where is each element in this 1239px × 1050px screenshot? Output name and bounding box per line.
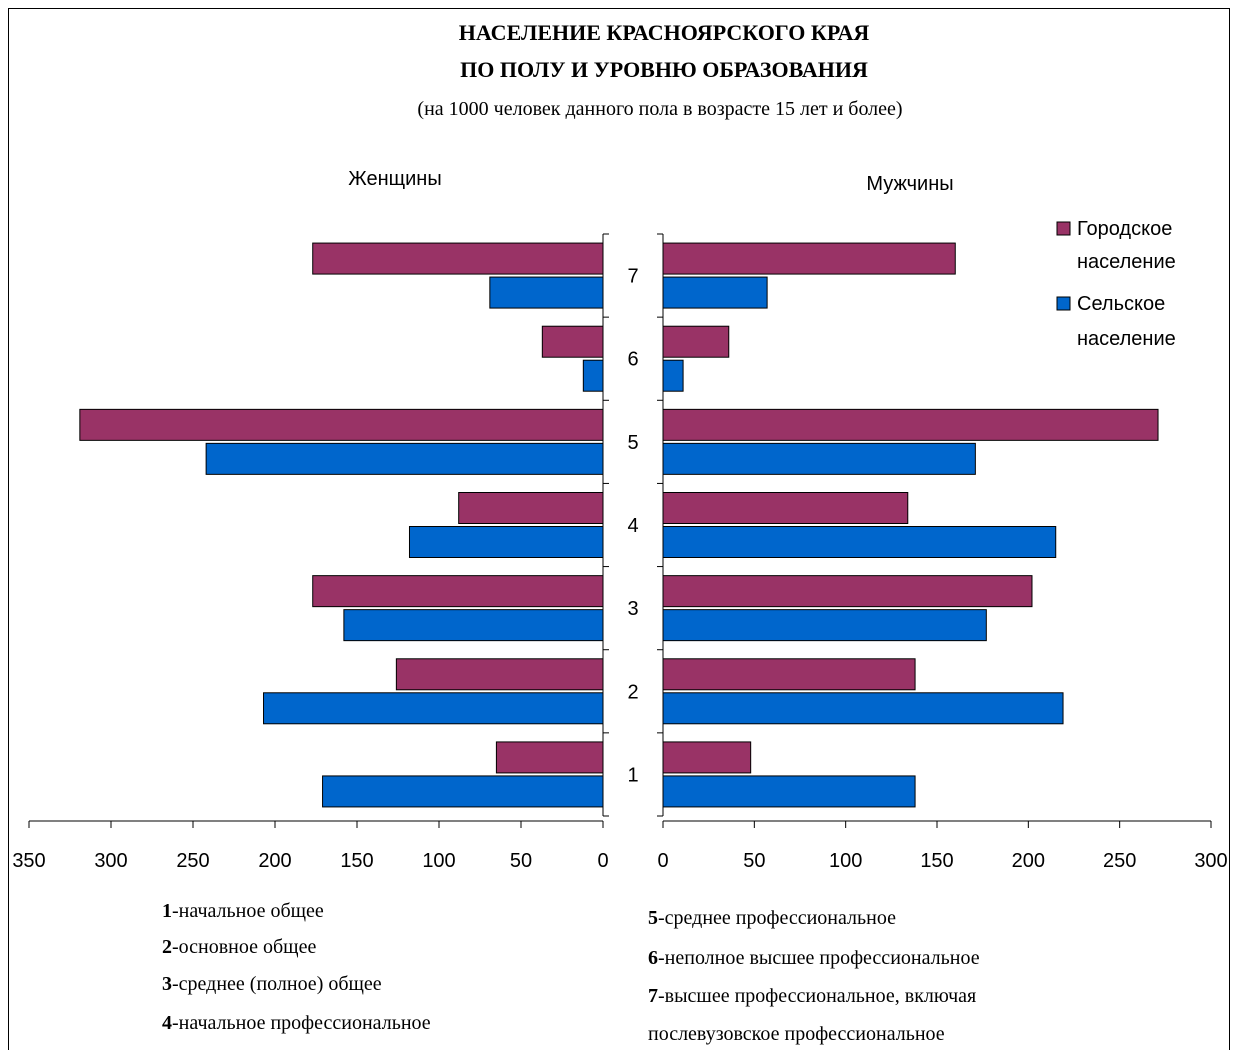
bar-women-rural-6 bbox=[582, 359, 604, 392]
bar-women-urban-6 bbox=[541, 325, 604, 358]
bar-men-rural-3 bbox=[662, 609, 987, 642]
bar-men-rural-5 bbox=[662, 442, 976, 475]
chart-frame bbox=[8, 8, 1230, 1050]
bar-men-rural-6 bbox=[662, 359, 684, 392]
bar-men-urban-6 bbox=[662, 325, 730, 358]
bar-men-urban-3 bbox=[662, 575, 1033, 608]
tick-label-men: 50 bbox=[743, 850, 765, 872]
chart-title: НАСЕЛЕНИЕ КРАСНОЯРСКОГО КРАЯ bbox=[459, 20, 870, 45]
tick-label-men: 150 bbox=[920, 850, 953, 872]
bar-women-urban-3 bbox=[312, 575, 604, 608]
bar-women-urban-5 bbox=[79, 408, 604, 441]
category-label-6: 6 bbox=[627, 349, 638, 371]
category-label-4: 4 bbox=[627, 515, 638, 537]
bars-layer bbox=[79, 242, 1159, 808]
legend-swatch-rural bbox=[1056, 296, 1071, 311]
bar-women-rural-3 bbox=[343, 609, 604, 642]
notes-right: 5-среднее профессиональное 6-неполное вы… bbox=[648, 907, 980, 1045]
tick-label-women: 100 bbox=[422, 850, 455, 872]
panel-title-women: Женщины bbox=[348, 168, 441, 190]
bar-women-urban-4 bbox=[458, 492, 604, 524]
bar-women-urban-2 bbox=[395, 658, 604, 691]
note-7: 7-высшее профессиональное, включая bbox=[648, 985, 976, 1007]
category-label-1: 1 bbox=[627, 764, 638, 786]
category-label-5: 5 bbox=[627, 432, 638, 454]
bar-men-rural-2 bbox=[662, 692, 1064, 725]
tick-label-women: 350 bbox=[12, 850, 45, 872]
note-2: 2-основное общее bbox=[162, 936, 316, 958]
bar-women-urban-7 bbox=[312, 242, 604, 275]
note-1: 1-начальное общее bbox=[162, 900, 324, 922]
category-label-2: 2 bbox=[627, 681, 638, 703]
note-7-continued: послевузовское профессиональное bbox=[648, 1023, 945, 1045]
axes-layer: 1 2 3 4 5 6 7 350 300 250 200 150 100 50 0 0 50 100 150 200… bbox=[12, 233, 1228, 872]
tick-label-men: 200 bbox=[1012, 850, 1045, 872]
bar-men-urban-1 bbox=[662, 741, 752, 774]
legend-label-urban-line2: население bbox=[1077, 251, 1176, 273]
notes-left: 1-начальное общее 2-основное общее 3-сре… bbox=[162, 900, 431, 1034]
bar-women-rural-1 bbox=[322, 775, 604, 808]
bar-men-urban-4 bbox=[662, 492, 909, 524]
bar-men-urban-5 bbox=[662, 408, 1159, 441]
tick-label-women: 0 bbox=[597, 850, 608, 872]
category-label-7: 7 bbox=[627, 266, 638, 288]
tick-label-men: 100 bbox=[829, 850, 862, 872]
bar-women-urban-1 bbox=[495, 741, 604, 774]
legend-label-rural-line2: население bbox=[1077, 328, 1176, 350]
bar-men-rural-4 bbox=[662, 526, 1057, 558]
bar-women-rural-4 bbox=[408, 526, 604, 558]
note-5: 5-среднее профессиональное bbox=[648, 907, 896, 929]
bar-women-rural-5 bbox=[205, 442, 604, 475]
legend: Городское население Сельское население bbox=[1056, 218, 1176, 350]
bar-men-urban-7 bbox=[662, 242, 956, 275]
panel-title-men: Мужчины bbox=[866, 173, 953, 195]
bar-women-rural-2 bbox=[263, 692, 604, 725]
tick-label-women: 250 bbox=[176, 850, 209, 872]
tick-label-women: 150 bbox=[340, 850, 373, 872]
bar-women-rural-7 bbox=[489, 276, 604, 309]
chart-subtitle: (на 1000 человек данного пола в возрасте… bbox=[417, 98, 902, 120]
chart-title-line2: ПО ПОЛУ И УРОВНЮ ОБРАЗОВАНИЯ bbox=[460, 57, 868, 82]
legend-label-urban-line1: Городское bbox=[1077, 218, 1172, 240]
tick-label-women: 50 bbox=[510, 850, 532, 872]
legend-label-rural-line1: Сельское bbox=[1077, 293, 1165, 315]
note-6: 6-неполное высшее профессиональное bbox=[648, 947, 980, 969]
note-4: 4-начальное профессиональное bbox=[162, 1012, 431, 1034]
tick-label-men: 250 bbox=[1103, 850, 1136, 872]
tick-label-men: 0 bbox=[657, 850, 668, 872]
category-label-3: 3 bbox=[627, 598, 638, 620]
bar-men-urban-2 bbox=[662, 658, 916, 691]
tick-label-men: 300 bbox=[1194, 850, 1227, 872]
bar-men-rural-7 bbox=[662, 276, 768, 309]
note-3: 3-среднее (полное) общее bbox=[162, 973, 382, 995]
tick-label-women: 200 bbox=[258, 850, 291, 872]
bar-men-rural-1 bbox=[662, 775, 916, 808]
tick-label-women: 300 bbox=[94, 850, 127, 872]
legend-swatch-urban bbox=[1056, 221, 1071, 236]
